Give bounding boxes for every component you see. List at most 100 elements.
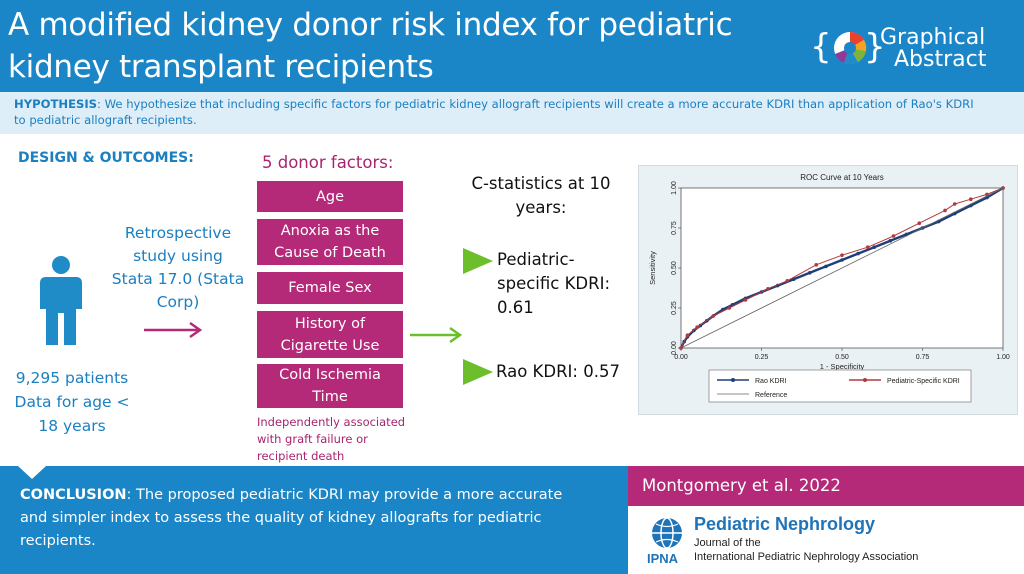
- data-point: [969, 197, 973, 201]
- data-point: [808, 271, 812, 275]
- data-point: [1001, 186, 1005, 190]
- cstat-title-line: years:: [515, 198, 567, 217]
- factor-line: Female Sex: [288, 280, 372, 296]
- conclusion-box: CONCLUSION: The proposed pediatric KDRI …: [0, 466, 628, 574]
- legend-box: [708, 369, 972, 403]
- magenta-arrow-icon: [144, 321, 203, 339]
- x-tick-label: 0.75: [916, 354, 930, 361]
- factor-anoxia: Anoxia as the Cause of Death: [257, 219, 403, 265]
- y-axis-label: Sensitivity: [648, 251, 657, 285]
- patients-line: 9,295 patients: [15, 369, 129, 387]
- factor-line: Time: [312, 389, 348, 405]
- factor-age: Age: [257, 181, 403, 212]
- ipna-globe-icon: [652, 517, 682, 549]
- y-tick-label: 0.50: [671, 261, 678, 275]
- chart-title: ROC Curve at 10 Years: [800, 173, 884, 182]
- legend-marker: [731, 378, 735, 382]
- svg-text:}: }: [864, 27, 886, 67]
- graphical-abstract-logo-icon: { }: [810, 27, 886, 67]
- green-triangle-icon: [463, 248, 493, 274]
- y-tick-label: 1.00: [671, 181, 678, 195]
- data-point: [824, 264, 828, 269]
- green-triangle-icon: [463, 359, 493, 385]
- title-line-2: kidney transplant recipients: [8, 49, 434, 85]
- factor-line: Cigarette Use: [280, 337, 380, 354]
- roc-chart-panel: ROC Curve at 10 Years 0.00 0.25 0.50 0.75 1.0…: [638, 165, 1018, 415]
- x-tick-label: 0.50: [835, 354, 849, 361]
- author-citation: Montgomery et al. 2022: [628, 466, 1024, 506]
- ped-line: Pediatric-: [497, 250, 575, 269]
- factor-cold-ischemia: Cold Ischemia Time: [257, 364, 403, 408]
- data-point: [766, 287, 770, 291]
- conclusion-text: : The proposed pediatric KDRI may provid…: [126, 487, 563, 503]
- y-tick-label: 0.75: [671, 221, 678, 235]
- green-arrow-icon: [410, 326, 463, 344]
- factor-cigarette: History of Cigarette Use: [257, 311, 403, 358]
- factor-line: Cause of Death: [274, 245, 386, 261]
- data-point: [952, 202, 957, 206]
- badge-line-1: Graphical: [880, 25, 986, 50]
- factor-female-sex: Female Sex: [257, 272, 403, 304]
- y-tick-label: 0.25: [671, 301, 678, 315]
- series-line: [680, 187, 1004, 349]
- x-tick-label: 0.25: [755, 354, 769, 361]
- journal-subtitle-1: Journal of the: [694, 537, 761, 549]
- data-point: [943, 208, 947, 213]
- data-point: [743, 298, 748, 302]
- factor-line: History of: [294, 315, 366, 332]
- roc-chart: ROC Curve at 10 Years 0.00 0.25 0.50 0.75 1.0…: [648, 173, 1010, 403]
- data-point: [840, 253, 844, 257]
- badge-line-2: Abstract: [894, 47, 987, 72]
- data-point: [695, 325, 699, 329]
- retro-line: study using: [133, 247, 223, 265]
- data-point: [872, 245, 876, 249]
- data-point: [727, 306, 732, 310]
- hypothesis-text-1: : We hypothesize that including specific…: [97, 97, 974, 111]
- data-point: [711, 314, 715, 318]
- factor-line: Age: [315, 188, 345, 205]
- legend-marker: [863, 378, 867, 382]
- page-title: A modified kidney donor risk index for p…: [8, 4, 798, 88]
- retro-line: Retrospective: [124, 224, 232, 242]
- study-description: Retrospective study using Stata 17.0 (St…: [108, 222, 248, 314]
- cstat-title-line: C-statistics at 10: [471, 174, 611, 193]
- conclusion-notch: [18, 466, 46, 479]
- cstatistics-title: C-statistics at 10 years:: [462, 172, 620, 220]
- ped-line: 0.61: [497, 298, 534, 317]
- factor-line: Anoxia as the: [280, 223, 380, 239]
- data-point: [917, 221, 922, 225]
- x-tick-label: 1.00: [996, 354, 1010, 361]
- retro-line: Corp): [156, 293, 200, 311]
- data-point: [785, 279, 790, 283]
- legend-label: Pediatric-Specific KDRI: [887, 378, 960, 385]
- data-point: [685, 333, 690, 337]
- data-point: [814, 263, 819, 267]
- donor-factors-title: 5 donor factors:: [262, 153, 394, 172]
- note-line: with graft failure or: [257, 432, 368, 446]
- note-line: Independently associated: [257, 415, 406, 429]
- svg-text:{: {: [810, 27, 832, 67]
- conclusion-text: and simpler index to assess the quality …: [20, 510, 542, 526]
- title-line-1: A modified kidney donor risk index for p…: [8, 7, 733, 43]
- retro-line: Stata 17.0 (Stata: [111, 270, 245, 288]
- x-tick-label: 0.00: [674, 354, 688, 361]
- data-point: [888, 239, 893, 243]
- legend-label: Reference: [755, 392, 787, 399]
- hypothesis-label: HYPOTHESIS: [14, 97, 97, 111]
- graphical-abstract-label: Graphical Abstract: [880, 27, 986, 71]
- patients-line: Data for age <: [14, 393, 130, 411]
- series-line: [680, 187, 1004, 349]
- hypothesis-text-2: to pediatric allograft recipients.: [14, 113, 197, 127]
- legend-label: Rao KDRI: [755, 378, 787, 385]
- rao-kdri-stat: Rao KDRI: 0.57: [496, 362, 620, 381]
- factors-note: Independently associated with graft fail…: [257, 414, 427, 465]
- data-point: [840, 258, 844, 262]
- data-point: [891, 234, 896, 238]
- conclusion-label: CONCLUSION: [20, 487, 127, 503]
- note-line: recipient death: [257, 449, 345, 463]
- data-point: [856, 251, 860, 256]
- data-point: [865, 245, 870, 249]
- conclusion-text: recipients.: [20, 533, 96, 549]
- factor-line: Cold Ischemia: [279, 367, 381, 383]
- ipna-label: IPNA: [647, 551, 679, 566]
